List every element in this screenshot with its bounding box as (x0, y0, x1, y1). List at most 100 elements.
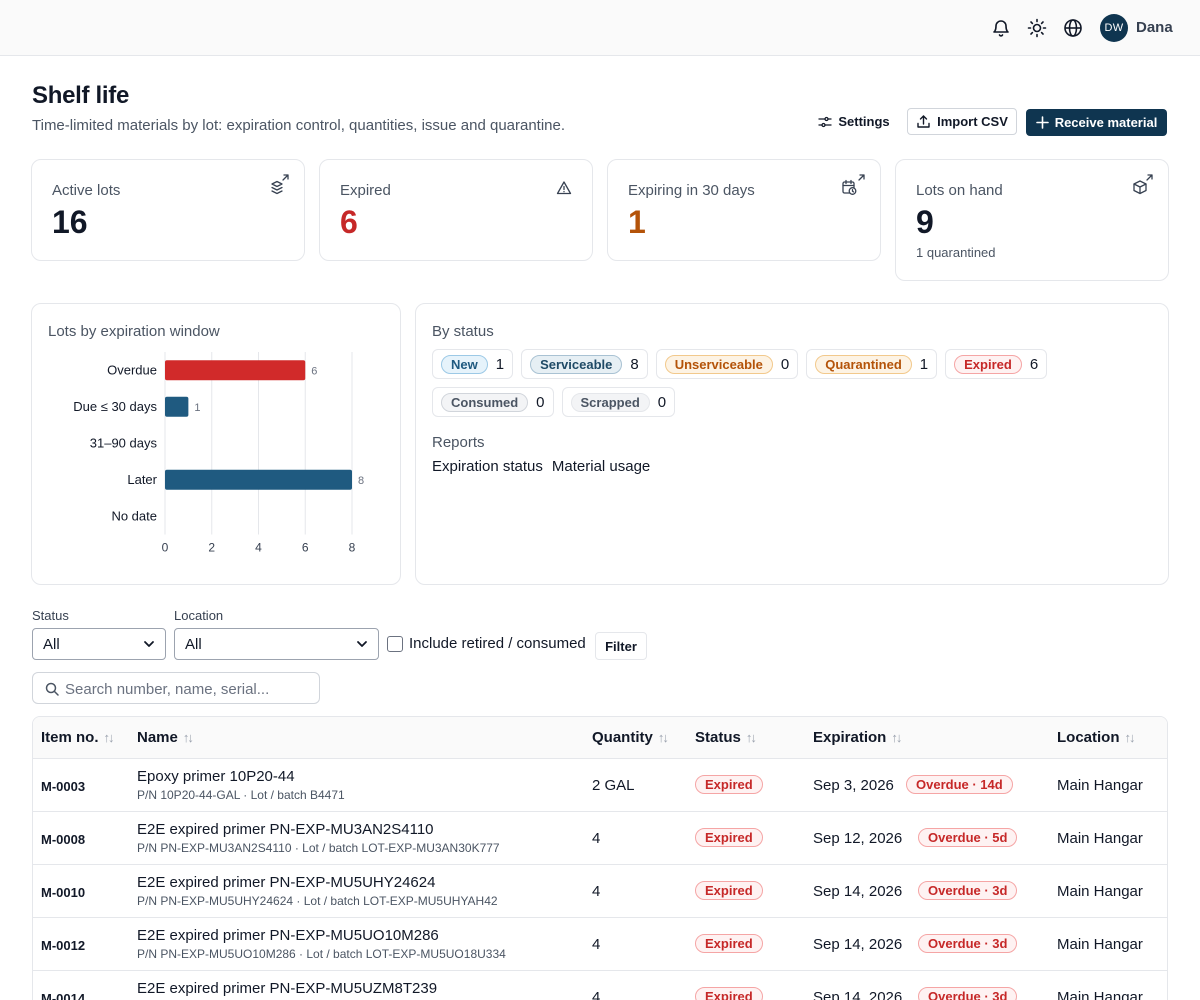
status-badge: Expired (695, 775, 763, 794)
quantity: 4 (592, 830, 601, 847)
layers-icon (271, 174, 289, 195)
overdue-badge: Overdue · 3d (918, 987, 1018, 1000)
stat-card-lots-on-hand[interactable]: Lots on hand 9 1 quarantined (895, 159, 1169, 281)
sort-icon: ↑↓ (657, 730, 669, 745)
location: Main Hangar (1057, 777, 1143, 794)
data-label: 6 (311, 365, 317, 377)
item-no[interactable]: M-0012 (41, 938, 86, 953)
status-item-quarantined[interactable]: Quarantined 1 (806, 349, 938, 379)
sort-icon: ↑↓ (1124, 730, 1136, 745)
expiration-date: Sep 3, 2026 (813, 777, 894, 794)
item-no[interactable]: M-0003 (41, 779, 86, 794)
table-row[interactable]: M-0014 E2E expired primer PN-EXP-MU5UZM8… (33, 971, 1167, 1000)
box-icon (1133, 174, 1153, 195)
column-label: Status (695, 729, 741, 746)
column-label: Quantity (592, 729, 653, 746)
search-input[interactable] (65, 680, 305, 698)
overdue-badge: Overdue · 5d (918, 828, 1018, 847)
table-row[interactable]: M-0010 E2E expired primer PN-EXP-MU5UHY2… (33, 865, 1167, 918)
status-count: 0 (780, 355, 790, 373)
expiration-date: Sep 14, 2026 (813, 883, 903, 900)
status-badge: Expired (695, 987, 763, 1000)
stat-card-expired[interactable]: Expired 6 (319, 159, 593, 261)
warning-triangle-icon (556, 181, 572, 195)
x-tick-label: 2 (208, 541, 215, 555)
expiration-window-panel: Lots by expiration window 0 2 4 6 8 Overdue 6 D… (31, 303, 401, 585)
item-name[interactable]: E2E expired primer PN-EXP-MU5UZM8T239 (137, 980, 438, 997)
stat-label: Expired (340, 182, 391, 199)
overdue-badge: Overdue · 3d (918, 934, 1018, 953)
receive-material-button[interactable]: Receive material (1026, 109, 1167, 136)
status-badge: Consumed (441, 392, 529, 412)
column-header-name[interactable]: Name ↑↓ (137, 729, 194, 746)
status-cell: Expired (695, 828, 763, 847)
report-link-expiration-status[interactable]: Expiration status (432, 458, 543, 475)
table-row[interactable]: M-0008 E2E expired primer PN-EXP-MU3AN2S… (33, 812, 1167, 865)
column-header-expiration[interactable]: Expiration ↑↓ (813, 729, 902, 746)
item-name[interactable]: E2E expired primer PN-EXP-MU5UHY24624 (137, 874, 436, 891)
stat-card-active-lots[interactable]: Active lots 16 (31, 159, 305, 261)
avatar[interactable]: DW (1100, 14, 1128, 42)
status-item-new[interactable]: New 1 (432, 349, 514, 379)
stat-label: Expiring in 30 days (628, 182, 755, 199)
stat-note: 1 quarantined (916, 245, 996, 260)
item-no[interactable]: M-0014 (41, 991, 86, 1000)
status-item-scrapped[interactable]: Scrapped 0 (561, 387, 676, 417)
upload-icon (917, 115, 930, 128)
table-row[interactable]: M-0012 E2E expired primer PN-EXP-MU5UO10… (33, 918, 1167, 971)
sun-icon[interactable] (1025, 16, 1049, 40)
filter-button[interactable]: Filter (595, 632, 647, 660)
column-header-quantity[interactable]: Quantity ↑↓ (592, 729, 669, 746)
category-label: 31–90 days (90, 435, 158, 450)
user-name[interactable]: Dana (1136, 19, 1173, 36)
column-header-item-no[interactable]: Item no. ↑↓ (41, 729, 115, 746)
bell-icon[interactable] (989, 16, 1013, 40)
status-cell: Expired (695, 775, 763, 794)
settings-button[interactable]: Settings (812, 108, 896, 135)
status-cell: Expired (695, 881, 763, 900)
stat-value: 6 (340, 204, 358, 240)
bar (165, 396, 189, 417)
item-name[interactable]: Epoxy primer 10P20-44 (137, 768, 295, 785)
include-retired-label[interactable]: Include retired / consumed (409, 635, 586, 652)
status-item-serviceable[interactable]: Serviceable 8 (521, 349, 648, 379)
status-badge: Unserviceable (664, 354, 773, 374)
x-tick-label: 6 (302, 541, 309, 555)
column-header-status[interactable]: Status ↑↓ (695, 729, 757, 746)
column-header-location[interactable]: Location ↑↓ (1057, 729, 1136, 746)
page-subtitle: Time-limited materials by lot: expiratio… (32, 117, 566, 134)
globe-icon[interactable] (1061, 16, 1085, 40)
import-csv-button[interactable]: Import CSV (907, 108, 1017, 135)
quantity: 4 (592, 989, 601, 1000)
status-item-expired[interactable]: Expired 6 (945, 349, 1048, 379)
top-bar: DW Dana (0, 0, 1200, 56)
lots-table: Item no. ↑↓ Name ↑↓ Quantity ↑↓ Status ↑↓ Ex… (32, 716, 1168, 1000)
overdue-badge: Overdue · 3d (918, 881, 1018, 900)
status-list: New 1 Serviceable 8 Unserviceable 0 Quarantine… (432, 349, 1152, 417)
table-row[interactable]: M-0003 Epoxy primer 10P20-44 P/N 10P20-4… (33, 759, 1167, 812)
bar (165, 469, 352, 490)
location-select[interactable]: All (174, 628, 379, 660)
status-item-consumed[interactable]: Consumed 0 (432, 387, 554, 417)
overdue-badge: Overdue · 14d (906, 775, 1013, 794)
status-badge: Expired (695, 881, 763, 900)
item-name[interactable]: E2E expired primer PN-EXP-MU5UO10M286 (137, 927, 439, 944)
status-select[interactable]: All (32, 628, 166, 660)
item-no[interactable]: M-0010 (41, 885, 86, 900)
search-box[interactable] (32, 672, 320, 704)
item-no[interactable]: M-0008 (41, 832, 86, 847)
column-label: Location (1057, 729, 1120, 746)
reports-links: Expiration status Material usage (432, 458, 650, 475)
column-label: Name (137, 729, 178, 746)
stat-value: 9 (916, 204, 934, 240)
item-name[interactable]: E2E expired primer PN-EXP-MU3AN2S4110 (137, 821, 434, 838)
sliders-icon (818, 116, 832, 127)
stat-card-expiring-30-days[interactable]: Expiring in 30 days 1 (607, 159, 881, 261)
category-label: Later (127, 472, 157, 487)
status-item-unserviceable[interactable]: Unserviceable 0 (655, 349, 799, 379)
report-link-material-usage[interactable]: Material usage (551, 458, 651, 475)
item-details: P/N PN-EXP-MU5UO10M286 · Lot / batch LOT… (137, 947, 506, 961)
include-retired-checkbox[interactable] (387, 636, 403, 652)
status-badge: New (441, 354, 488, 374)
plus-icon (1035, 116, 1049, 129)
